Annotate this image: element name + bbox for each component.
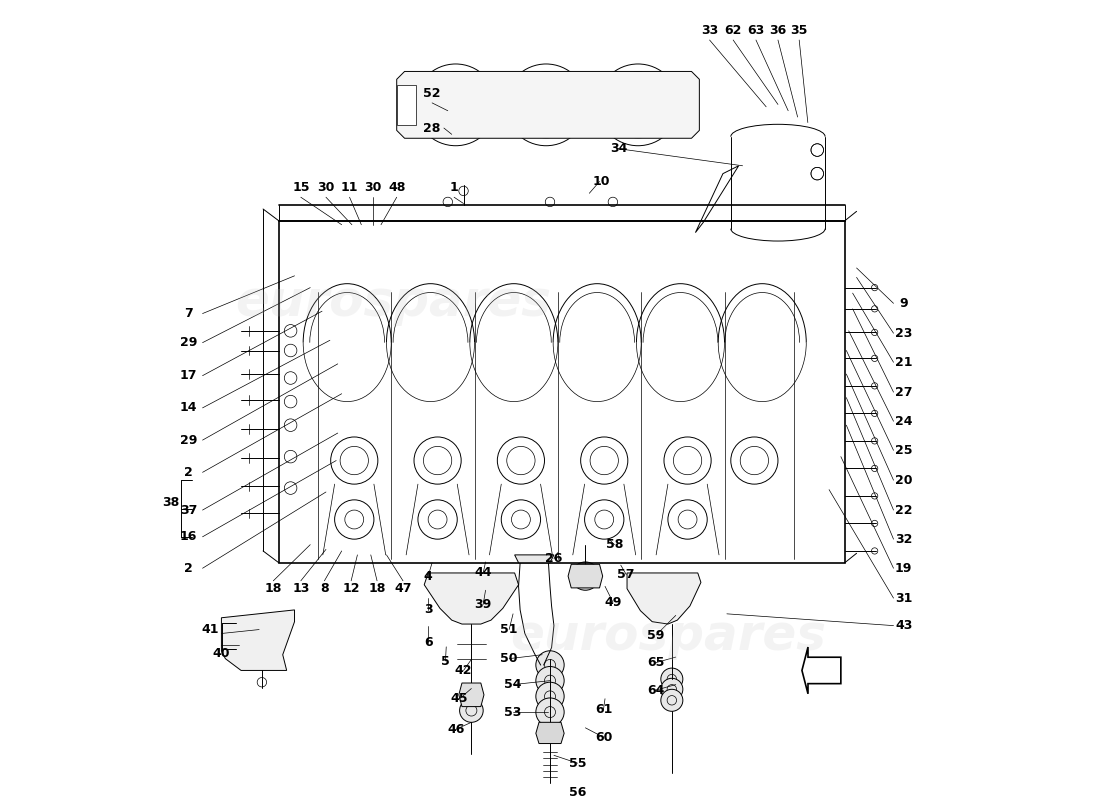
Polygon shape — [568, 564, 603, 588]
Text: 25: 25 — [895, 444, 913, 457]
Text: 14: 14 — [179, 402, 197, 414]
Text: 27: 27 — [895, 386, 913, 398]
Text: 10: 10 — [592, 175, 609, 188]
Text: 23: 23 — [895, 326, 912, 340]
Text: 37: 37 — [179, 503, 197, 517]
Text: 26: 26 — [546, 552, 562, 566]
Circle shape — [536, 666, 564, 695]
Text: 29: 29 — [179, 434, 197, 446]
Text: 17: 17 — [179, 369, 197, 382]
Text: 63: 63 — [747, 24, 764, 37]
Text: 13: 13 — [293, 582, 309, 595]
Text: 61: 61 — [595, 703, 612, 716]
Circle shape — [536, 682, 564, 710]
Text: 12: 12 — [342, 582, 360, 595]
Text: 33: 33 — [701, 24, 718, 37]
Text: 8: 8 — [320, 582, 329, 595]
Text: 30: 30 — [317, 182, 334, 194]
Circle shape — [505, 64, 587, 146]
Circle shape — [536, 698, 564, 726]
Circle shape — [571, 562, 600, 590]
Polygon shape — [397, 71, 700, 138]
Text: 29: 29 — [179, 336, 197, 349]
Text: 56: 56 — [569, 786, 586, 798]
Text: 15: 15 — [293, 182, 309, 194]
Text: 4: 4 — [424, 570, 432, 582]
Text: 36: 36 — [769, 24, 786, 37]
Text: 52: 52 — [424, 87, 441, 100]
Text: 38: 38 — [163, 496, 179, 509]
Text: eurospares: eurospares — [234, 278, 551, 326]
Text: 58: 58 — [606, 538, 623, 551]
Circle shape — [415, 64, 496, 146]
Text: 55: 55 — [569, 757, 586, 770]
Polygon shape — [536, 722, 564, 743]
Text: 64: 64 — [648, 683, 664, 697]
Text: 43: 43 — [895, 619, 912, 632]
Text: 28: 28 — [424, 122, 441, 134]
Text: 32: 32 — [895, 533, 912, 546]
Text: 30: 30 — [364, 182, 382, 194]
Text: 41: 41 — [201, 623, 219, 636]
Circle shape — [536, 650, 564, 679]
Polygon shape — [627, 573, 701, 624]
Text: 9: 9 — [900, 297, 908, 310]
Text: 39: 39 — [474, 598, 492, 611]
Text: 1: 1 — [450, 182, 459, 194]
Text: 5: 5 — [441, 654, 450, 667]
Text: 54: 54 — [504, 678, 521, 691]
Text: 48: 48 — [388, 182, 406, 194]
Text: 62: 62 — [725, 24, 741, 37]
Circle shape — [597, 64, 679, 146]
Polygon shape — [397, 85, 417, 125]
Text: 35: 35 — [791, 24, 807, 37]
Circle shape — [460, 698, 483, 722]
Text: 65: 65 — [648, 656, 664, 669]
Text: 16: 16 — [179, 530, 197, 543]
Text: eurospares: eurospares — [510, 612, 826, 660]
Text: 50: 50 — [500, 652, 518, 665]
Text: 59: 59 — [648, 629, 664, 642]
Text: 20: 20 — [895, 474, 913, 486]
Polygon shape — [459, 683, 484, 706]
Text: 34: 34 — [609, 142, 627, 155]
Text: 46: 46 — [447, 723, 464, 736]
Text: 7: 7 — [184, 307, 192, 320]
Text: 57: 57 — [617, 568, 635, 581]
Text: 47: 47 — [394, 582, 411, 595]
Text: 2: 2 — [184, 466, 192, 479]
Text: 24: 24 — [895, 414, 913, 428]
Text: 19: 19 — [895, 562, 912, 574]
Text: 18: 18 — [265, 582, 282, 595]
Circle shape — [661, 678, 683, 700]
Polygon shape — [515, 555, 554, 562]
Text: 51: 51 — [500, 623, 518, 636]
Circle shape — [661, 690, 683, 711]
Text: 45: 45 — [451, 692, 469, 706]
Text: 40: 40 — [212, 646, 230, 660]
Text: 42: 42 — [454, 664, 472, 677]
Text: 49: 49 — [604, 595, 622, 609]
Polygon shape — [425, 573, 518, 624]
Text: 22: 22 — [895, 503, 913, 517]
Text: 6: 6 — [424, 637, 432, 650]
Polygon shape — [221, 610, 295, 670]
Text: 21: 21 — [895, 356, 913, 369]
Text: 44: 44 — [474, 566, 492, 579]
Text: 31: 31 — [895, 592, 912, 605]
Text: 53: 53 — [505, 706, 521, 718]
Text: 60: 60 — [595, 730, 612, 744]
Circle shape — [661, 668, 683, 690]
Text: 11: 11 — [341, 182, 359, 194]
Text: 3: 3 — [424, 603, 432, 617]
Text: 18: 18 — [368, 582, 386, 595]
Text: 2: 2 — [184, 562, 192, 574]
